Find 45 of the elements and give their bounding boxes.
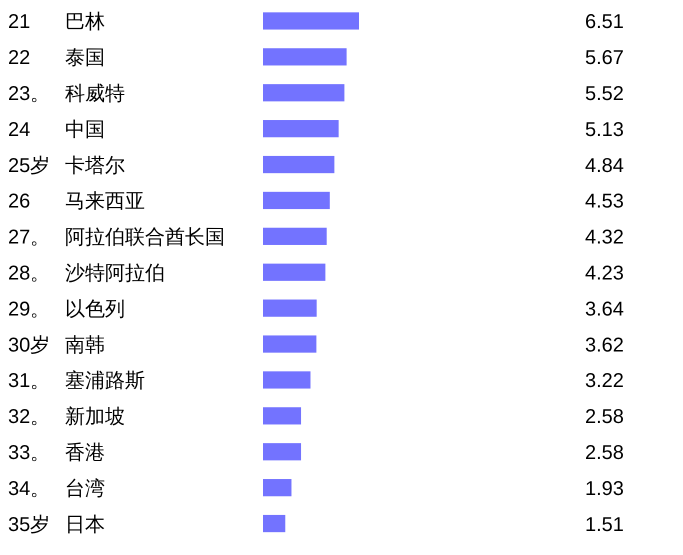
category-label: 22 泰国	[8, 47, 105, 70]
bar	[263, 514, 286, 532]
y-tick-label: 34。 台湾	[8, 478, 105, 500]
category-label: 21 巴林	[8, 11, 105, 34]
category-label: 26 马来西亚	[8, 190, 145, 213]
y-tick-label: 28。 沙特阿拉伯	[8, 262, 165, 284]
bar	[263, 407, 302, 424]
category-label: 24 中国	[8, 118, 105, 141]
bar	[263, 12, 359, 30]
y-tick-label: 33。 香港	[8, 442, 105, 464]
y-tick-label: 30岁 南韩	[8, 334, 105, 356]
bar	[263, 443, 302, 460]
bar	[263, 120, 339, 138]
data-label: 1.93	[585, 478, 624, 500]
bar	[263, 479, 292, 496]
data-label: 5.13	[585, 118, 624, 141]
y-tick-label: 32。 新加坡	[8, 406, 125, 428]
bar	[263, 156, 334, 174]
data-label: 2.58	[585, 442, 624, 464]
bar	[263, 228, 327, 245]
data-label: 3.62	[585, 334, 624, 356]
bar	[263, 371, 310, 389]
y-tick-label: 23。 科威特	[8, 82, 125, 105]
data-label: 6.51	[585, 11, 624, 34]
y-tick-label: 29。 以色列	[8, 298, 125, 320]
data-label: 4.23	[585, 262, 624, 284]
bar	[263, 264, 326, 281]
bar	[263, 192, 330, 210]
y-tick-label: 31。 塞浦路斯	[8, 369, 145, 392]
data-label: 3.22	[585, 370, 624, 392]
data-label: 5.67	[585, 47, 624, 70]
bar	[263, 335, 316, 353]
y-tick-label: 27。 阿拉伯联合酋长国	[8, 226, 225, 249]
data-label: 2.58	[585, 406, 624, 428]
data-label: 4.53	[585, 190, 624, 213]
data-label: 5.52	[585, 82, 624, 105]
data-label: 3.64	[585, 298, 624, 320]
bar	[263, 84, 344, 102]
data-label: 4.84	[585, 154, 624, 177]
y-tick-label: 35岁 日本	[8, 514, 105, 536]
data-label: 1.51	[585, 514, 624, 536]
data-label: 4.32	[585, 226, 624, 249]
bar	[263, 300, 317, 317]
y-tick-label: 25岁 卡塔尔	[8, 154, 125, 177]
bar	[263, 48, 347, 66]
